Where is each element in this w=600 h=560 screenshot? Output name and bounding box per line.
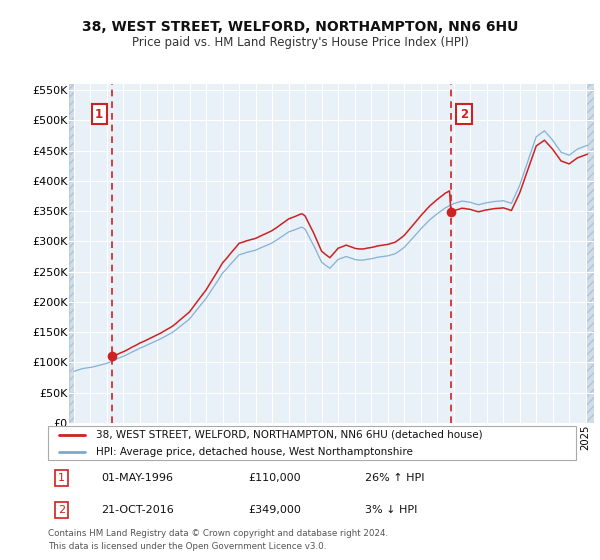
Text: HPI: Average price, detached house, West Northamptonshire: HPI: Average price, detached house, West… xyxy=(95,447,412,456)
Text: £349,000: £349,000 xyxy=(248,505,302,515)
Text: 1: 1 xyxy=(95,108,103,121)
Text: 2: 2 xyxy=(460,108,468,121)
Text: 26% ↑ HPI: 26% ↑ HPI xyxy=(365,473,424,483)
Text: £110,000: £110,000 xyxy=(248,473,301,483)
Text: 3% ↓ HPI: 3% ↓ HPI xyxy=(365,505,417,515)
Text: 38, WEST STREET, WELFORD, NORTHAMPTON, NN6 6HU (detached house): 38, WEST STREET, WELFORD, NORTHAMPTON, N… xyxy=(95,430,482,440)
Text: 21-OCT-2016: 21-OCT-2016 xyxy=(101,505,173,515)
Text: Contains HM Land Registry data © Crown copyright and database right 2024.
This d: Contains HM Land Registry data © Crown c… xyxy=(48,529,388,550)
Text: 1: 1 xyxy=(58,473,65,483)
Bar xyxy=(69,84,74,423)
Text: 38, WEST STREET, WELFORD, NORTHAMPTON, NN6 6HU: 38, WEST STREET, WELFORD, NORTHAMPTON, N… xyxy=(82,20,518,34)
Text: 01-MAY-1996: 01-MAY-1996 xyxy=(101,473,173,483)
Text: Price paid vs. HM Land Registry's House Price Index (HPI): Price paid vs. HM Land Registry's House … xyxy=(131,36,469,49)
Bar xyxy=(586,84,594,423)
Text: 2: 2 xyxy=(58,505,65,515)
